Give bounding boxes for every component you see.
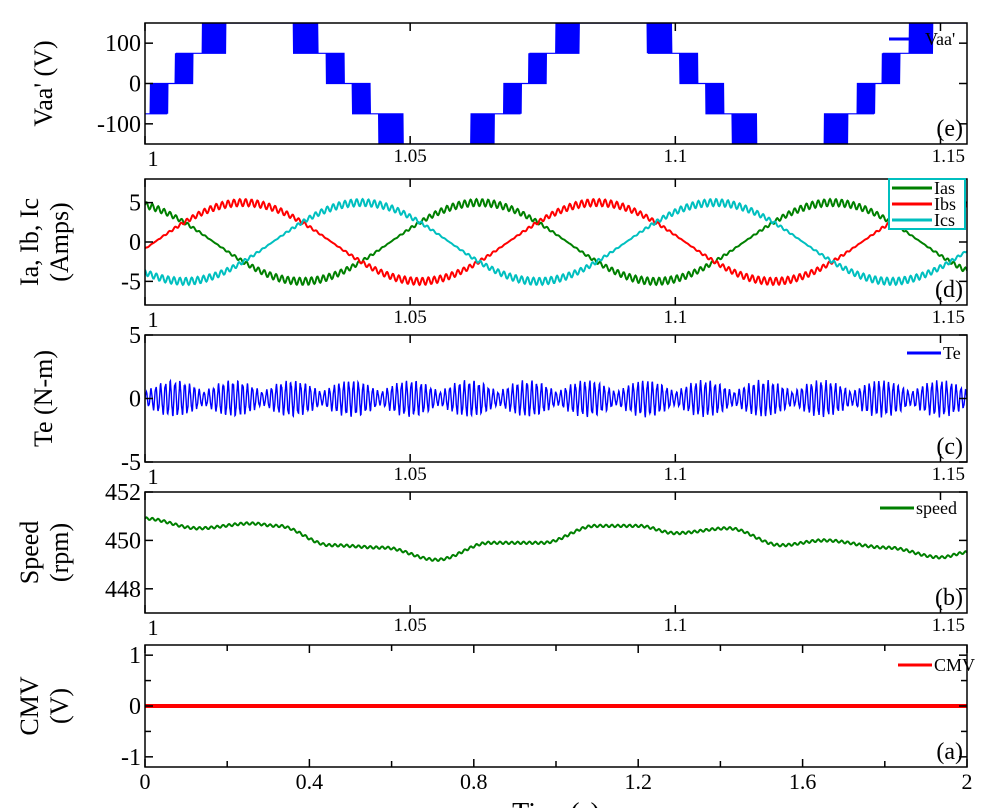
xtick-label: 1.15 [932,307,965,328]
series-line-ibs [145,197,967,287]
panel-b: 452 450 448 1 1.05 1.1 1.15 Speed (rpm) (b) speed [15,480,968,640]
y-axis-label: Ia, Ib, Ic [15,198,44,286]
ytick-label: 0 [129,230,141,256]
xtick-label: 1.6 [789,769,817,794]
xtick-label: 1 [148,615,159,640]
axes-frame-d [144,178,968,306]
ytick-label: -5 [121,269,141,295]
legend-label: speed [916,498,957,518]
legend-label: CMV [934,655,975,675]
ytick-label: 448 [105,577,141,603]
panel-label: (a) [936,739,963,765]
ytick-label: 0 [129,72,141,98]
series-line-ics [145,197,967,287]
xtick-label: 1.2 [624,769,652,794]
y-axis-label: (rpm) [45,523,74,582]
ytick-label: 100 [105,31,141,57]
xtick-label: 0.4 [296,769,324,794]
xtick-label: 1.05 [394,307,427,328]
panel-e: 100 0 -100 1 1.05 1.1 1.15 Vaa' (V) (e) Vaa' [29,22,968,171]
ytick-label: 5 [129,191,141,217]
axes-frame-b [144,491,968,614]
ytick-label: 450 [105,528,141,554]
plot-area-d [145,197,967,287]
y-axis-label: (Amps) [45,202,74,281]
xtick-label: 1.05 [394,615,427,636]
legend-label: Ias [934,178,955,198]
ytick-label: -1 [121,745,141,771]
ytick-label: 1 [129,643,141,669]
panel-label: (b) [935,585,963,611]
y-axis-label: Vaa' (V) [29,40,58,126]
y-axis-label: (V) [45,688,74,724]
series-line-ias [145,197,967,287]
y-axis-label: Te (N-m) [29,350,58,447]
xtick-label: 1.1 [663,307,687,328]
ytick-label: 5 [129,323,141,349]
xtick-label: 1.15 [932,464,965,485]
xtick-label: 0 [140,769,151,794]
ytick-label: -5 [121,450,141,476]
x-axis-label: Time(s) [512,798,600,808]
legend-label: Te [943,343,961,363]
xtick-label: 1.15 [932,615,965,636]
xtick-label: 2 [962,769,973,794]
panel-d: 5 0 -5 1 1.05 1.1 1.15 Ia, Ib, Ic (Amps) (d) IasIb… [15,178,968,332]
ytick-label: -100 [97,112,141,138]
series-line-speed [145,516,967,562]
xtick-label: 1.1 [663,464,687,485]
legend-label: Vaa' [925,29,955,49]
xtick-label: 1 [148,307,159,332]
ytick-label: 0 [129,694,141,720]
plot-area-e [145,23,967,144]
legend-label: Ics [934,210,955,230]
panel-c: 5 0 -5 1 1.05 1.1 1.15 Te (N-m) (c) Te [29,323,968,489]
panel-label: (d) [935,277,963,303]
xtick-label: 1.05 [394,146,427,167]
ytick-label: 452 [105,480,141,506]
y-axis-label: CMV [15,676,44,735]
plot-area-c [145,378,967,418]
panel-label: (c) [936,434,963,460]
series-line-te [145,378,967,418]
xtick-label: 1 [148,146,159,171]
xtick-label: 1.15 [932,146,965,167]
xtick-label: 1 [148,464,159,489]
panel-label: (e) [936,116,963,142]
xtick-label: 1.1 [663,615,687,636]
y-axis-label: Speed [15,521,44,585]
series-line-vaa [145,23,967,144]
xtick-label: 1.05 [394,464,427,485]
xtick-label: 1.1 [663,146,687,167]
xtick-label: 0.8 [460,769,488,794]
legend-label: Ibs [934,194,956,214]
ytick-label: 0 [129,387,141,413]
plot-area-b [145,516,967,562]
